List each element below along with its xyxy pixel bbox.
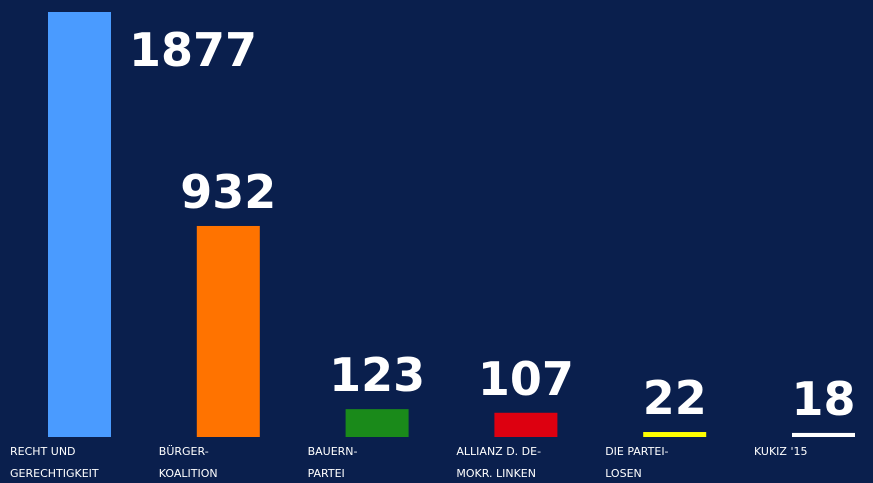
value-label: 107 [478, 352, 574, 406]
value-label: 18 [791, 372, 855, 426]
value-label: 22 [643, 371, 707, 425]
category-label: BAUERN- PARTEI [307, 445, 358, 480]
value-label: 932 [180, 165, 276, 219]
category-label: RECHT UND GERECHTIGKEIT [10, 445, 99, 480]
value-label: 123 [329, 348, 425, 402]
bar [48, 12, 111, 437]
bar [792, 432, 855, 437]
value-label: 1877 [129, 23, 257, 77]
category-label: DIE PARTEI- LOSEN [605, 445, 669, 480]
bar [345, 409, 409, 437]
category-label: ALLIANZ D. DE- MOKR. LINKEN [456, 445, 542, 480]
category-label: BÜRGER- KOALITION [158, 445, 218, 480]
category-label: KUKIZ '15 [754, 445, 808, 458]
bar [196, 225, 260, 437]
bar [643, 432, 707, 437]
bar [494, 412, 558, 437]
